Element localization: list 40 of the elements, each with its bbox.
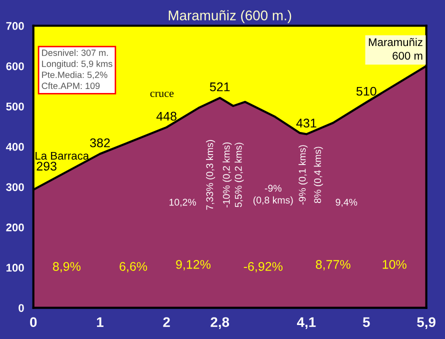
annotation: -9% (0,1 kms) bbox=[298, 145, 308, 205]
y-tick-label: 100 bbox=[6, 264, 24, 272]
annotation: 431 bbox=[296, 118, 316, 128]
annotation: -9% (0,8 kms) bbox=[253, 184, 293, 206]
x-tick-label: 5,9 bbox=[417, 317, 436, 330]
annotation: 9,12% bbox=[176, 260, 210, 270]
annotation: Desnivel: 307 m. Longitud: 5,9 kms Pte.Media: 5,2% Cfte.APM: 109 bbox=[42, 49, 112, 90]
annotation: 8,77% bbox=[316, 260, 350, 270]
annotation: 7,33% (0,3 kms) bbox=[206, 140, 216, 210]
y-tick-label: 200 bbox=[6, 223, 24, 232]
annotation: 10,2% bbox=[170, 198, 196, 207]
annotation: 9,4% bbox=[336, 198, 358, 207]
annotation: 6,6% bbox=[120, 262, 148, 272]
annotation: 5,5% (0,2 kms) bbox=[234, 142, 244, 208]
x-tick-label: 2 bbox=[163, 317, 170, 327]
annotation: -6,92% bbox=[244, 262, 282, 272]
annotation: cruce bbox=[150, 92, 174, 98]
annotation: 521 bbox=[210, 82, 230, 92]
x-tick-label: 0 bbox=[30, 317, 37, 328]
y-tick-label: 600 bbox=[6, 62, 24, 70]
annotation: 293 bbox=[36, 162, 56, 171]
annotation: -10% (0,2 kms) bbox=[222, 142, 232, 208]
x-tick-label: 2,8 bbox=[210, 317, 230, 330]
annotation: 8% (0,4 kms) bbox=[314, 146, 323, 204]
y-tick-label: 300 bbox=[6, 183, 24, 192]
y-tick-label: 500 bbox=[6, 102, 24, 110]
chart-title: Maramuñiz (600 m.) bbox=[168, 10, 292, 24]
x-tick-label: 1 bbox=[96, 317, 104, 327]
y-tick-label: 400 bbox=[6, 142, 24, 151]
y-tick-label: 700 bbox=[6, 22, 24, 30]
annotation: La Barraca bbox=[36, 152, 90, 160]
annotation: 510 bbox=[356, 86, 376, 96]
annotation: 382 bbox=[90, 138, 110, 148]
x-tick-label: 4,1 bbox=[296, 317, 316, 330]
annotation: Maramuñiz 600 m bbox=[368, 38, 422, 60]
annotation: 448 bbox=[156, 112, 176, 121]
x-tick-label: 5 bbox=[362, 317, 370, 328]
y-tick-label: 0 bbox=[18, 304, 24, 312]
annotation: 10% bbox=[382, 260, 406, 269]
annotation: 8,9% bbox=[52, 262, 80, 272]
